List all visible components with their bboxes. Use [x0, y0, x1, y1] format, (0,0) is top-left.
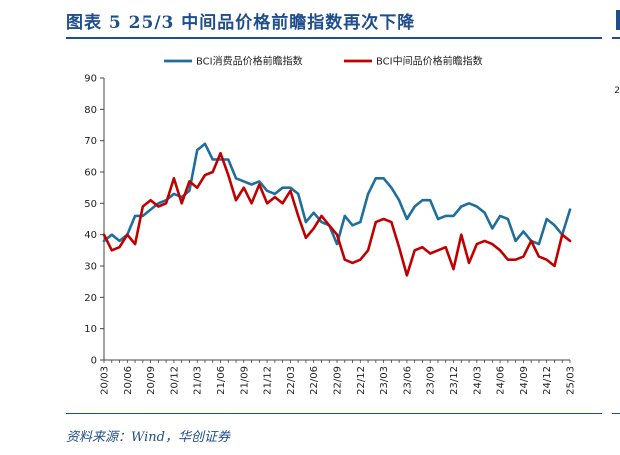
adjacent-figure-edge: [616, 10, 620, 30]
x-tick-label: 22/03: [286, 366, 297, 395]
x-tick-label: 23/06: [402, 366, 413, 395]
y-tick-label: 40: [84, 230, 97, 241]
x-tick-label: 22/09: [333, 366, 344, 395]
source-note: 资料来源：Wind，华创证券: [66, 430, 230, 445]
x-tick-label: 20/12: [169, 366, 180, 395]
x-tick-label: 20/09: [146, 366, 157, 395]
x-tick-label: 24/06: [496, 366, 507, 395]
adjacent-figure-source-rule: [612, 413, 620, 414]
adjacent-figure-rule: [612, 37, 620, 39]
x-tick-label: 23/09: [426, 366, 437, 395]
x-tick-label: 21/12: [263, 366, 274, 395]
x-tick-label: 20/03: [100, 366, 111, 395]
adjacent-figure-tick: 2: [614, 86, 620, 96]
series-line-consumer-goods: [102, 142, 572, 246]
x-tick-label: 21/03: [193, 366, 204, 395]
x-tick-label: 21/09: [239, 366, 250, 395]
y-tick-label: 60: [84, 168, 97, 179]
y-tick-label: 0: [91, 356, 97, 367]
title-rule: [66, 37, 602, 39]
legend-label: BCI消费品价格前瞻指数: [196, 55, 303, 68]
y-tick-label: 80: [84, 105, 97, 116]
y-tick-label: 90: [84, 74, 97, 85]
figure-title: 图表 5 25/3 中间品价格前瞻指数再次下降: [66, 13, 416, 33]
x-tick-label: 20/06: [123, 366, 134, 395]
x-tick-label: 22/06: [309, 366, 320, 395]
y-tick-label: 50: [84, 199, 97, 210]
line-chart: 0 10 20 30 40 50 60 70 80 90 20/03 20/06 20/09 20/12 2…: [84, 55, 577, 395]
legend-label: BCI中间品价格前瞻指数: [376, 55, 483, 68]
x-tick-label: 24/09: [519, 366, 530, 395]
y-tick-label: 70: [84, 136, 97, 147]
x-tick-label: 23/12: [449, 366, 460, 395]
y-tick-label: 30: [84, 262, 97, 273]
x-tick-label: 25/03: [566, 366, 577, 395]
x-tick-label: 24/12: [542, 366, 553, 395]
x-tick-label: 23/03: [379, 366, 390, 395]
source-rule: [66, 413, 602, 414]
series-line-intermediate-goods: [102, 151, 572, 277]
y-tick-label: 10: [84, 324, 97, 335]
x-tick-label: 21/06: [216, 366, 227, 395]
y-tick-label: 20: [84, 293, 97, 304]
x-tick-label: 22/12: [356, 366, 367, 395]
x-tick-label: 24/03: [472, 366, 483, 395]
